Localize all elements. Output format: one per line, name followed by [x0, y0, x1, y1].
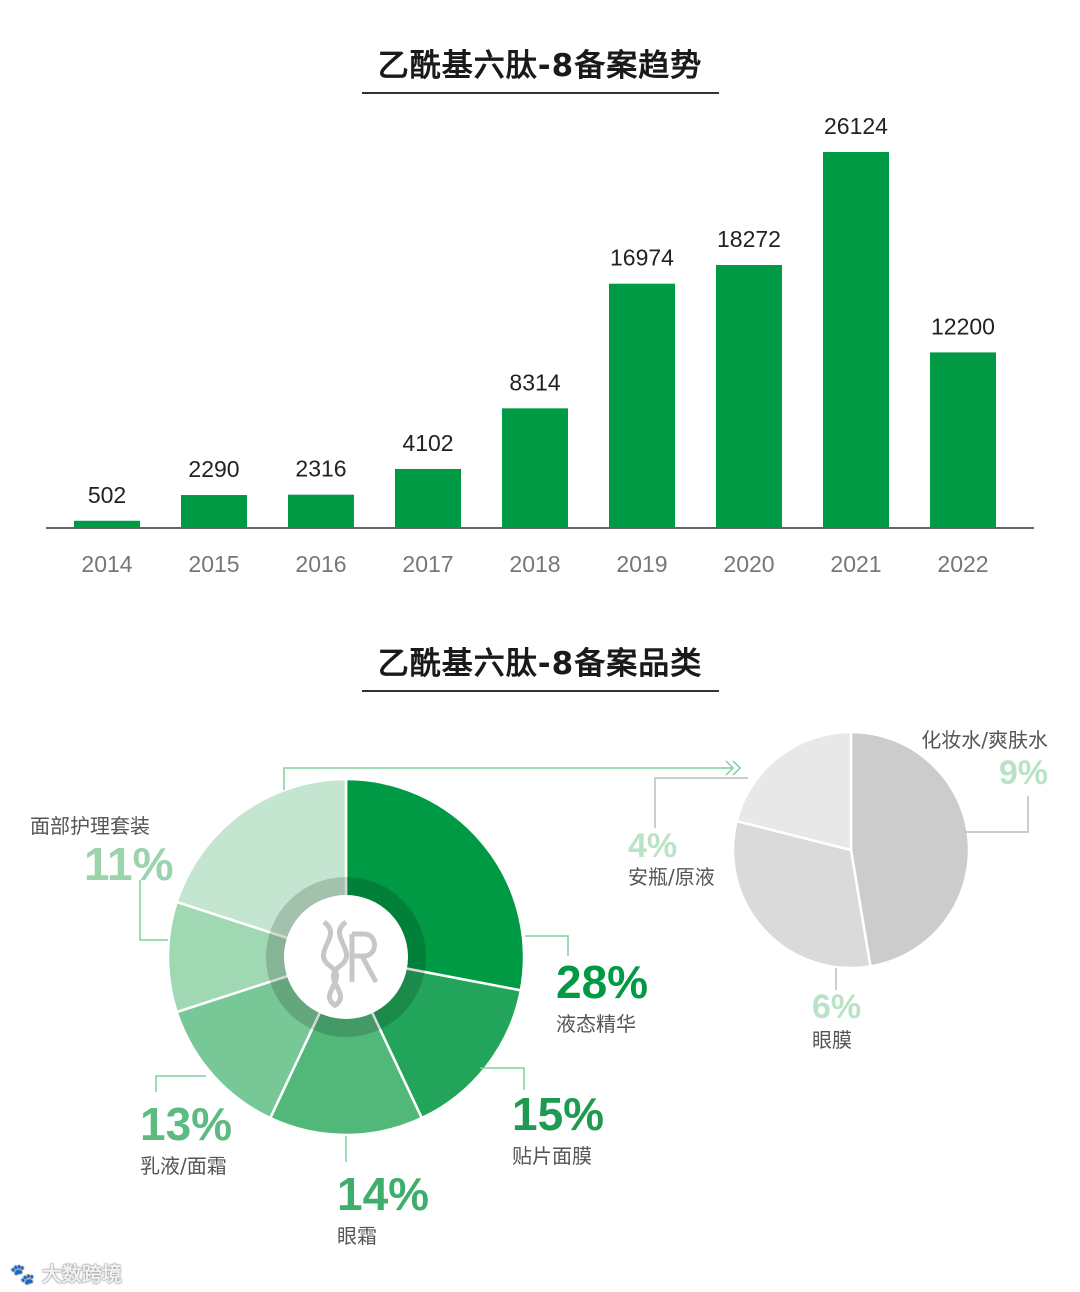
- leader-line-1: [480, 1067, 525, 1090]
- bar-2021: [823, 152, 889, 528]
- watermark-icon: 🐾: [10, 1262, 42, 1286]
- data-label-2014: 502: [88, 482, 126, 508]
- bar-2020: [716, 265, 782, 528]
- bar-2022: [930, 352, 996, 528]
- leader-line-4: [139, 880, 168, 941]
- bar-2014: [74, 520, 140, 528]
- pie-title-underline: [362, 690, 719, 692]
- connector-line: [283, 767, 732, 790]
- watermark-text: 大数跨境: [41, 1262, 122, 1286]
- double-chevron-icon: [725, 760, 742, 776]
- data-label-2019: 16974: [610, 245, 674, 271]
- data-label-2021: 26124: [824, 113, 888, 139]
- small-slice-eyemask-pct: 6%: [812, 988, 861, 1026]
- data-label-2015: 2290: [188, 456, 239, 482]
- slice-eye-cream-pct: 14%: [337, 1168, 429, 1220]
- small-leader-0: [965, 796, 1029, 833]
- tick-label-2019: 2019: [616, 551, 667, 577]
- slice-essence-label: 液态精华: [556, 1012, 636, 1036]
- tick-label-2017: 2017: [402, 551, 453, 577]
- leader-line-3: [155, 1075, 206, 1092]
- data-label-2022: 12200: [931, 313, 995, 339]
- small-pie-slice-1: [731, 819, 872, 970]
- small-slice-toner-label: 化妆水/爽肤水: [921, 728, 1048, 752]
- slice-mask-pct: 15%: [512, 1088, 604, 1140]
- tick-label-2014: 2014: [81, 551, 132, 577]
- bar-2018: [502, 408, 568, 528]
- data-label-2018: 8314: [509, 369, 560, 395]
- tick-label-2020: 2020: [723, 551, 774, 577]
- small-pie-slice-0: [849, 730, 971, 968]
- tick-label-2021: 2021: [830, 551, 881, 577]
- r-logo-icon: [349, 931, 379, 984]
- slice-essence-pct: 28%: [556, 956, 648, 1008]
- slice-mask-label: 贴片面膜: [512, 1144, 592, 1168]
- data-label-2016: 2316: [295, 456, 346, 482]
- dna-logo-icon: [321, 919, 349, 1009]
- small-pie-slice-2: [735, 730, 853, 852]
- watermark-logo: 🐾 大数跨境: [10, 1258, 122, 1287]
- data-label-2017: 4102: [402, 430, 453, 456]
- leader-line-0: [525, 935, 569, 956]
- slice-set-pct: 11%: [84, 838, 174, 890]
- tick-label-2018: 2018: [509, 551, 560, 577]
- pie-chart-title: 乙酰基六肽-8备案品类: [377, 646, 703, 682]
- bar-chart: 502 2014 2290 2015 2316 2016 4102 2017 8314 2018 1…: [46, 113, 1034, 577]
- bar-2015: [181, 495, 247, 528]
- bar-2016: [288, 494, 354, 528]
- slice-lotion-label: 乳液/面霜: [140, 1154, 227, 1178]
- data-label-2020: 18272: [717, 226, 781, 252]
- pie-slice-2: [268, 954, 424, 1137]
- bar-title-underline: [362, 92, 719, 94]
- bar-2017: [395, 468, 461, 528]
- small-slice-ampoule-label: 安瓶/原液: [628, 865, 715, 889]
- slice-set-label: 面部护理套装: [30, 814, 150, 838]
- pie-slice-4: [166, 900, 351, 1014]
- small-slice-toner-pct: 9%: [999, 754, 1048, 792]
- bar-2019: [609, 283, 675, 528]
- slice-lotion-pct: 13%: [140, 1098, 232, 1150]
- tick-label-2022: 2022: [937, 551, 988, 577]
- tick-label-2016: 2016: [295, 551, 346, 577]
- small-slice-ampoule-pct: 4%: [628, 827, 677, 865]
- small-leader-2: [654, 777, 748, 828]
- small-slice-eyemask-label: 眼膜: [812, 1028, 852, 1052]
- tick-label-2015: 2015: [188, 551, 239, 577]
- slice-eye-cream-label: 眼霜: [337, 1224, 377, 1248]
- bar-chart-title: 乙酰基六肽-8备案趋势: [377, 48, 703, 84]
